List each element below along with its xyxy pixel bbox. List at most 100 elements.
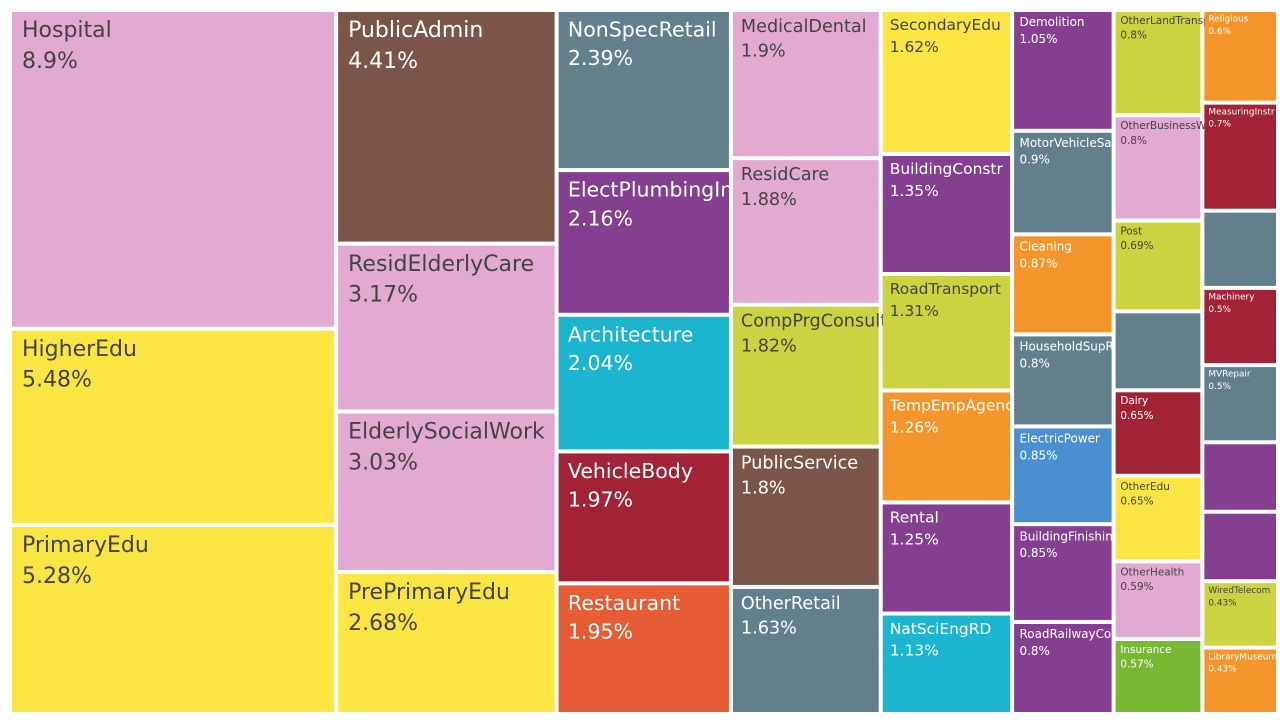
- tile: [1014, 336, 1112, 425]
- tile-label: OtherLandTransport: [1120, 15, 1224, 27]
- tile-value: 0.7%: [1208, 120, 1231, 130]
- tile: [732, 160, 879, 303]
- tile: [338, 245, 555, 410]
- tile-value: 1.26%: [890, 418, 939, 436]
- tile: [882, 615, 1011, 712]
- tile-value: 0.43%: [1208, 665, 1236, 675]
- tile: [1204, 12, 1276, 101]
- tile: [1115, 392, 1201, 474]
- tile-value: 0.85%: [1020, 448, 1058, 462]
- tile-label: HigherEdu: [22, 337, 137, 362]
- tile-label: PublicAdmin: [348, 18, 483, 43]
- tile-value: 0.9%: [1020, 153, 1050, 167]
- tile-label: ResidElderlyCare: [348, 252, 534, 277]
- tile-label: OtherEdu: [1120, 481, 1169, 493]
- tile: [1014, 132, 1112, 233]
- tile: [12, 12, 335, 327]
- tile-value: 1.9%: [741, 42, 786, 62]
- tile-value: 1.82%: [741, 336, 797, 356]
- tile: [882, 156, 1011, 272]
- tile-value: 0.8%: [1020, 644, 1050, 658]
- tile-label: MedicalDental: [741, 17, 867, 37]
- tile-value: 1.05%: [1020, 32, 1058, 46]
- tile-value: 1.25%: [890, 530, 939, 548]
- tile: [1115, 117, 1201, 219]
- tile: [1014, 236, 1112, 333]
- tile: [338, 12, 555, 242]
- tile-value: 2.04%: [568, 351, 633, 375]
- tile-label: MotorVehicleSales: [1020, 136, 1129, 150]
- tile: [1204, 104, 1276, 209]
- tile-value: 1.97%: [568, 488, 633, 512]
- tile-value: 0.69%: [1120, 240, 1153, 252]
- tile: [882, 12, 1011, 152]
- tile-label: RoadRailwayConstr: [1020, 627, 1135, 641]
- tile: [558, 316, 729, 450]
- tile-label: Dairy: [1120, 395, 1148, 407]
- tile-value: 1.8%: [741, 478, 786, 498]
- tile-label: Rental: [890, 509, 939, 527]
- tile-label: Religious: [1208, 15, 1248, 25]
- tile-value: 0.65%: [1120, 495, 1153, 507]
- tile: [732, 588, 879, 712]
- tile: [732, 448, 879, 585]
- tile-label: Insurance: [1120, 644, 1171, 656]
- tile-label: ResidCare: [741, 165, 829, 185]
- tile: [1014, 526, 1112, 620]
- tile-label: HouseholdSupRetail: [1020, 340, 1140, 354]
- tile-label: Restaurant: [568, 591, 680, 615]
- tile-value: 1.62%: [890, 38, 939, 56]
- tile-value: 5.28%: [22, 564, 92, 589]
- tile-label: VehicleBody: [568, 459, 693, 483]
- tile-label: MeasuringInstr: [1208, 107, 1275, 117]
- tile-value: 4.41%: [348, 49, 418, 74]
- tile-value: 0.5%: [1208, 382, 1231, 392]
- tile-value: 5.48%: [22, 368, 92, 393]
- tile-value: 0.8%: [1020, 356, 1050, 370]
- tile-label: PrePrimaryEdu: [348, 580, 510, 605]
- tile: [1014, 623, 1112, 712]
- tile: [1115, 640, 1201, 712]
- tile-value: 0.8%: [1120, 30, 1147, 42]
- tile-value: 2.16%: [568, 206, 633, 230]
- tile-label: OtherRetail: [741, 594, 841, 614]
- tile-value: 3.17%: [348, 283, 418, 308]
- tile: [558, 585, 729, 712]
- tile-value: 0.5%: [1208, 305, 1231, 315]
- tile-value: 0.85%: [1020, 546, 1058, 560]
- tile-label: Architecture: [568, 322, 694, 346]
- tile-label: Demolition: [1020, 15, 1085, 29]
- tile: [558, 12, 729, 169]
- tile-value: 2.39%: [568, 46, 633, 70]
- tile-label: TempEmpAgency: [889, 397, 1023, 415]
- tile-value: 1.13%: [890, 641, 939, 659]
- tile-label: CompPrgConsult: [741, 312, 887, 332]
- tile-label: SecondaryEdu: [890, 16, 1001, 34]
- tile-value: 1.31%: [890, 302, 939, 320]
- tile: [12, 526, 335, 712]
- tile: [1115, 563, 1201, 637]
- tile: [732, 12, 879, 157]
- tile-label: NatSciEngRD: [890, 620, 992, 638]
- tile-value: 0.8%: [1120, 135, 1147, 147]
- tile-label: Cleaning: [1020, 240, 1072, 254]
- tile-value: 1.88%: [741, 190, 797, 210]
- tile: [1204, 513, 1276, 580]
- tile: [1204, 367, 1276, 441]
- tile-label: Machinery: [1208, 293, 1254, 303]
- tile: [1115, 222, 1201, 310]
- tile-label: RoadTransport: [890, 280, 1001, 298]
- tile: [1204, 649, 1276, 712]
- tile-value: 0.59%: [1120, 581, 1153, 593]
- tile: [1204, 444, 1276, 510]
- tile-value: 0.6%: [1208, 27, 1231, 37]
- tile-label: MVRepair: [1208, 370, 1250, 380]
- tile: [1204, 289, 1276, 364]
- tile: [1115, 12, 1201, 114]
- tile: [12, 330, 335, 523]
- tile: [1014, 12, 1112, 129]
- tile-value: 0.43%: [1208, 598, 1236, 608]
- tile-label: NonSpecRetail: [568, 18, 717, 42]
- tile: [1204, 212, 1276, 286]
